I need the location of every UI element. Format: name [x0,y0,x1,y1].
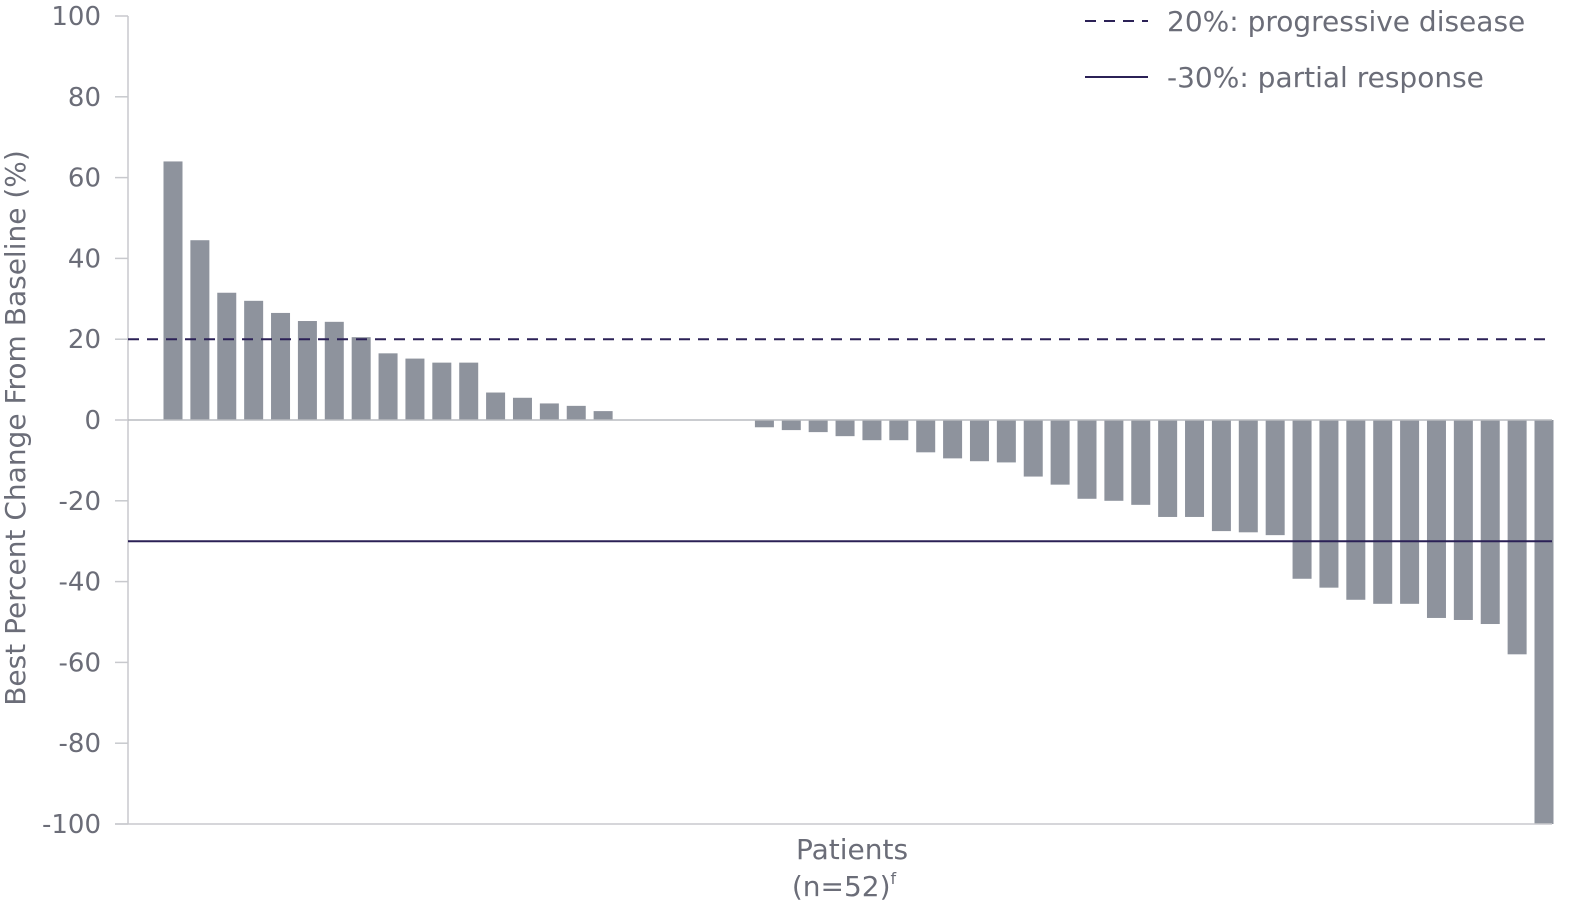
bar [271,312,291,420]
bar [1023,420,1043,477]
bar [1319,420,1339,588]
bar [1050,420,1070,485]
bar [539,403,559,420]
x-axis-subtitle-superscript: f [891,869,897,888]
bar [351,337,371,420]
x-axis-title: Patients [796,833,908,866]
bar [1131,420,1151,505]
bar [244,300,264,420]
bar [512,397,532,420]
bar [297,321,317,420]
y-tick-label: -40 [59,568,101,598]
bar [324,321,344,420]
bar [593,411,613,420]
bar [943,420,963,459]
bar [969,420,989,462]
bar [459,362,479,420]
y-tick-label: -20 [59,487,101,517]
bar [163,161,183,420]
bar [1265,420,1285,536]
bar [1534,420,1554,824]
y-tick-label: -80 [59,729,101,759]
bar [1507,420,1527,655]
bar [1346,420,1366,600]
y-tick-label: 100 [51,2,101,32]
bar [378,353,398,420]
reference-lines [128,338,1552,543]
bar [1077,420,1097,499]
bar [781,420,801,431]
legend-label-partial: -30%: partial response [1167,61,1484,94]
y-tick-label: 20 [68,325,101,355]
x-axis-subtitle-text: (n=52) [792,870,891,903]
y-tick-label: -60 [59,648,101,678]
bar [190,240,210,420]
bar [405,358,425,420]
bar [1400,420,1420,604]
legend: 20%: progressive disease -30%: partial r… [1085,5,1525,94]
bar [835,420,855,437]
bar [1453,420,1473,620]
bar [862,420,882,441]
y-tick-label: -100 [42,810,101,840]
bar [1158,420,1178,517]
bar [486,392,506,420]
bar [566,405,586,420]
bars [163,161,1554,824]
bar [754,420,774,428]
bar [1211,420,1231,532]
legend-label-progressive: 20%: progressive disease [1167,5,1525,38]
bar [1292,420,1312,579]
bar [432,362,452,420]
bar [808,420,828,433]
x-axis-subtitle: (n=52)f [792,869,897,903]
bar [996,420,1016,463]
bar [889,420,909,441]
bar [916,420,936,453]
y-axis: 100 80 60 40 20 0 -20 -40 -60 -80 -100 [42,2,129,840]
bar [217,292,237,420]
bar [1426,420,1446,618]
bar [1373,420,1393,604]
y-tick-label: 60 [68,164,101,194]
y-tick-label: 80 [68,83,101,113]
y-tick-label: 40 [68,244,101,274]
y-tick-label: 0 [84,406,101,436]
bar [1185,420,1205,517]
bar [1480,420,1500,625]
bar [1104,420,1124,501]
y-axis-title: Best Percent Change From Baseline (%) [0,150,32,706]
bar [1238,420,1258,533]
